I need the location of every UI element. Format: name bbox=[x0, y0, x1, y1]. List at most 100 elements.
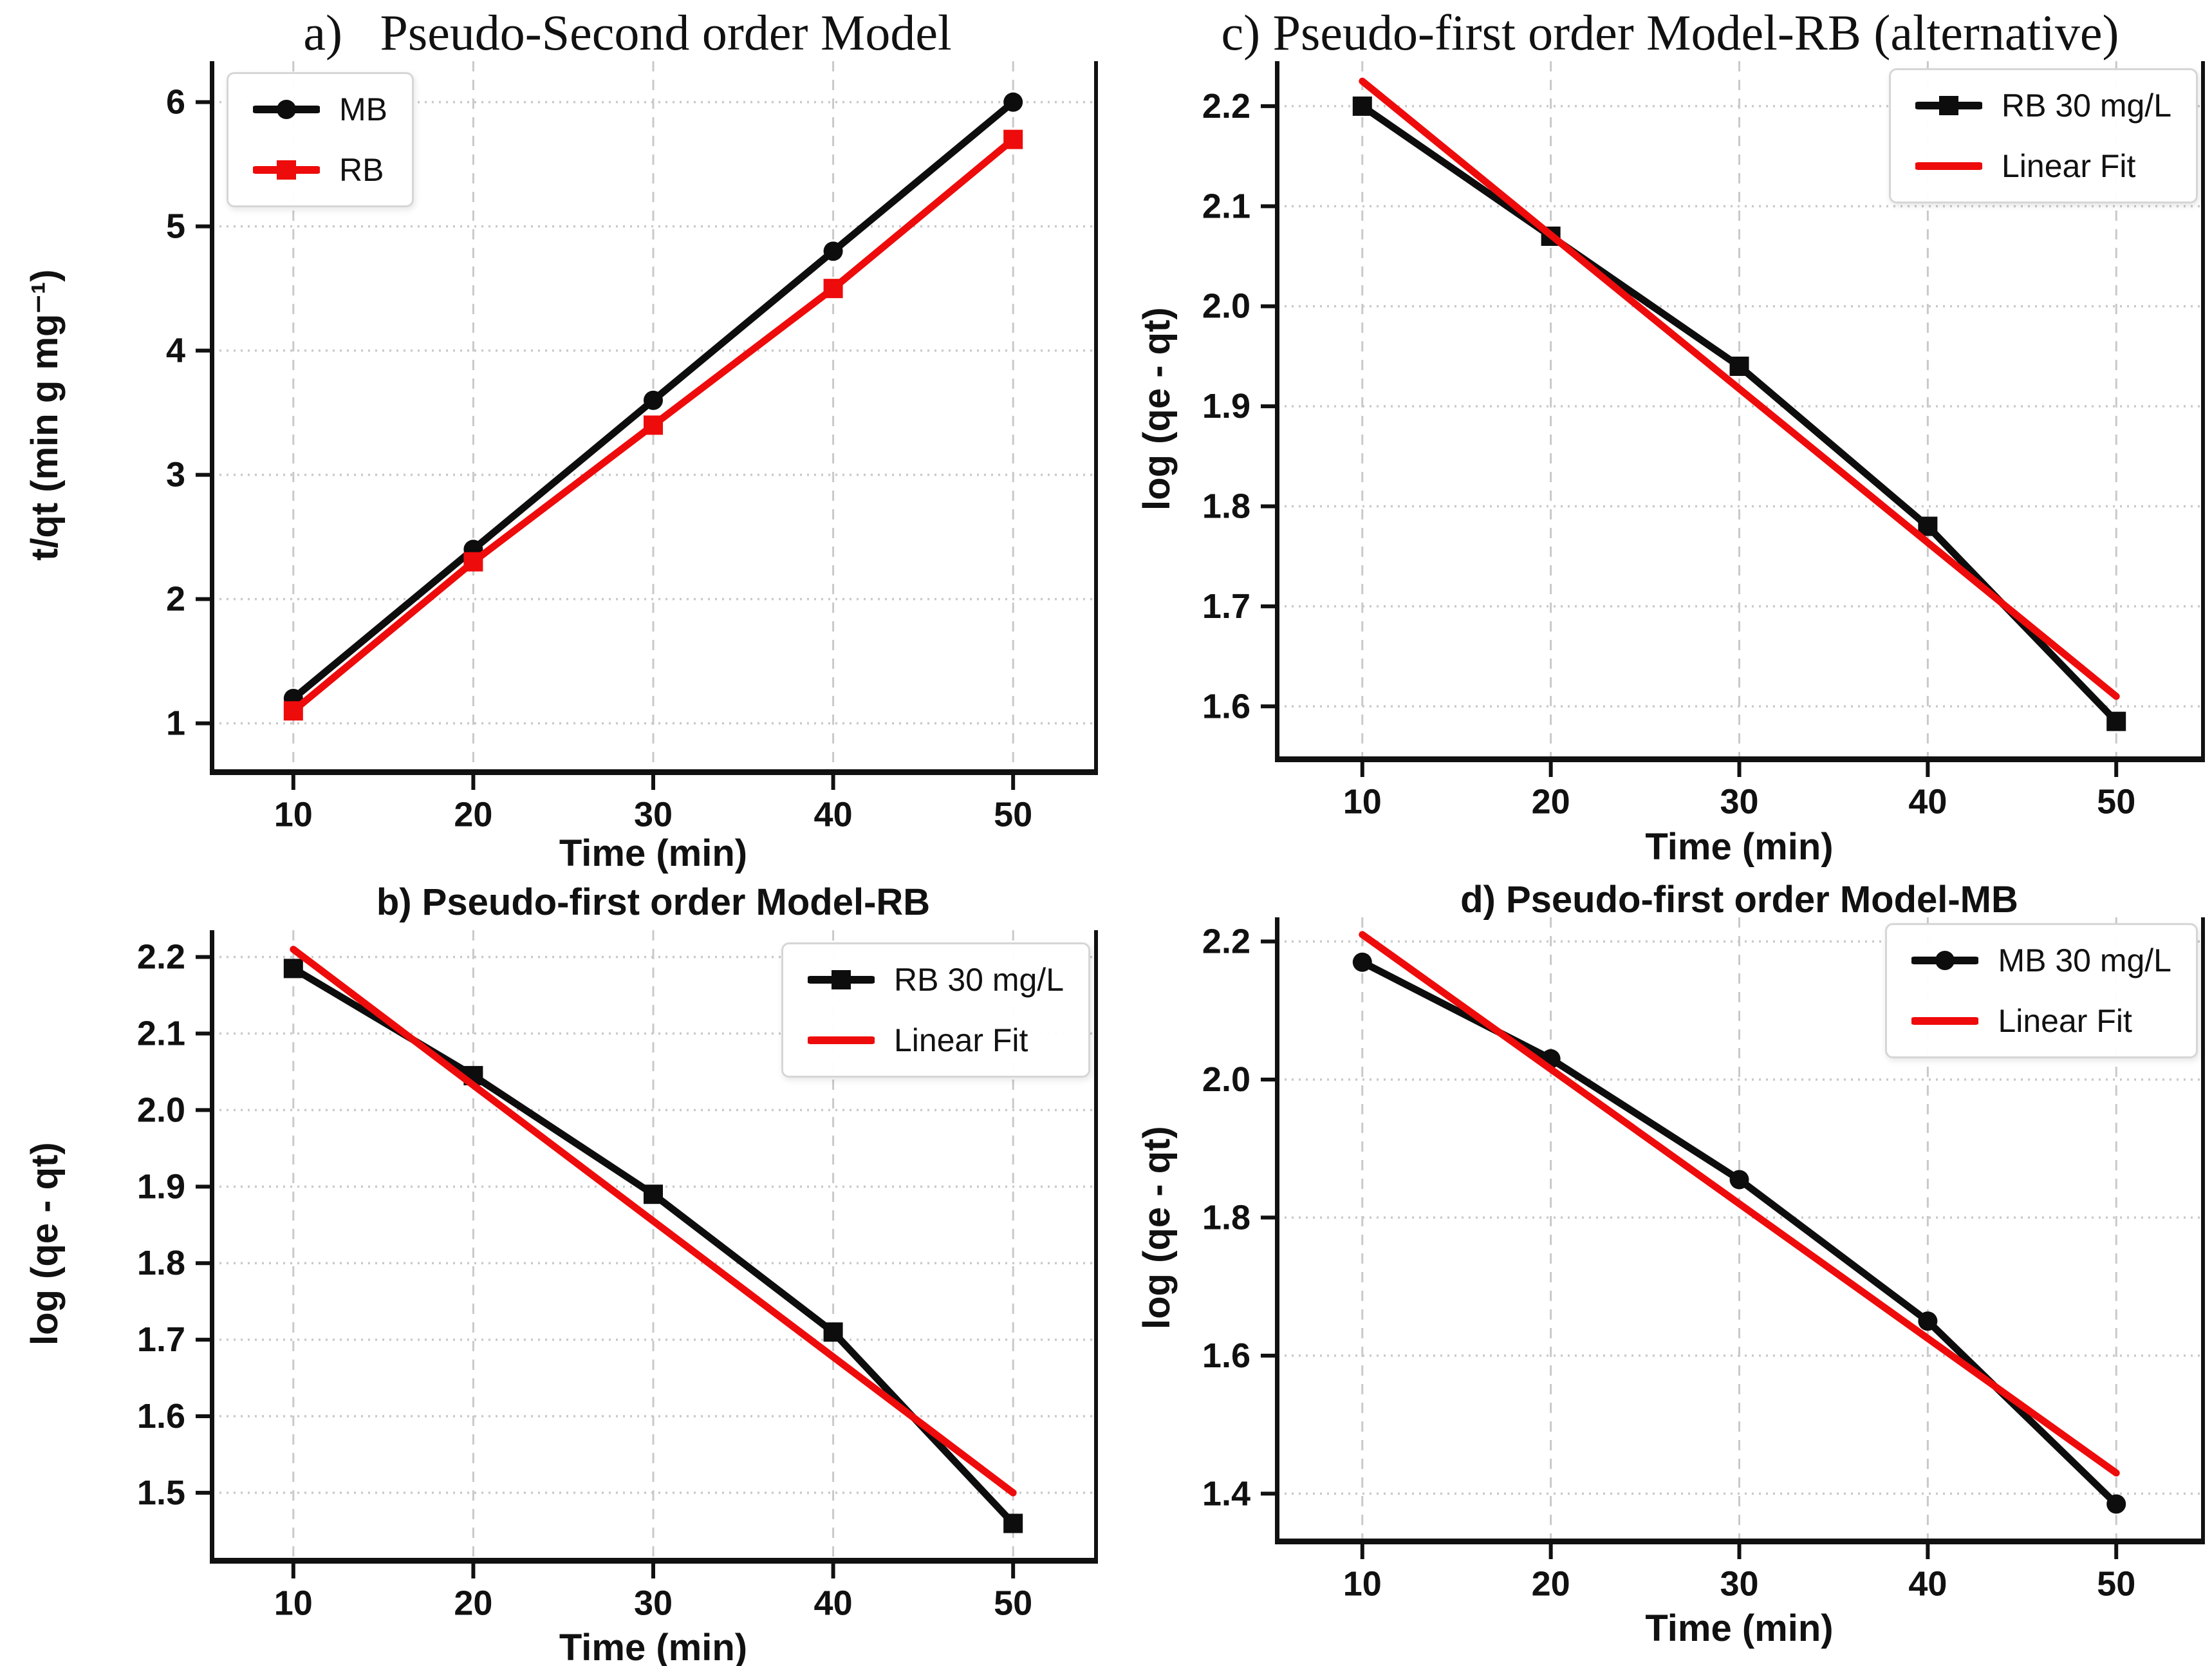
legend-line-icon bbox=[807, 1036, 875, 1044]
data-point-square bbox=[1003, 129, 1023, 149]
legend-line-circle-icon bbox=[253, 100, 320, 119]
data-point-square bbox=[463, 552, 483, 572]
data-point-circle bbox=[1003, 92, 1023, 112]
gridlines bbox=[212, 930, 1094, 1558]
panel-pseudo-first-order-rb: b) Pseudo-first order Model-RB log (qe -… bbox=[0, 856, 1126, 1666]
panel-d-title: d) Pseudo-first order Model-MB bbox=[1460, 879, 2018, 921]
x-tick-label: 50 bbox=[994, 795, 1032, 834]
y-tick-label: 1.6 bbox=[137, 1397, 185, 1436]
x-tick-label: 30 bbox=[634, 795, 673, 834]
y-tick-label: 1.8 bbox=[137, 1244, 185, 1282]
legend-line-square-icon bbox=[253, 160, 320, 180]
x-tick-label: 20 bbox=[1532, 782, 1570, 821]
right-spine bbox=[1094, 61, 1098, 775]
bottom-spine bbox=[210, 769, 1098, 775]
y-tick-label: 1.7 bbox=[1202, 587, 1250, 626]
panel-c-plot-area: 10 20 30 40 50 2.2 2.1 2.0 1.9 1.8 1.7 1.6 bbox=[1202, 61, 2205, 821]
axes: 10 20 30 40 50 2.2 2.1 2.0 1.9 1.8 1.7 1.6 1.5 bbox=[137, 930, 1098, 1622]
x-tick-label: 40 bbox=[814, 795, 853, 834]
legend-line-square-icon bbox=[1915, 96, 1982, 115]
data-point-square bbox=[1352, 96, 1372, 116]
x-tick-label: 40 bbox=[1908, 782, 1947, 821]
data-point-square bbox=[283, 959, 303, 978]
bottom-spine bbox=[1275, 1539, 2205, 1544]
data-point-circle bbox=[823, 241, 843, 261]
data-point-circle bbox=[644, 390, 663, 410]
legend-line-icon bbox=[1911, 1017, 1979, 1025]
y-tick-label: 1.6 bbox=[1202, 687, 1250, 725]
legend-entry: Linear Fit bbox=[807, 1022, 1064, 1059]
data-point-square bbox=[1729, 356, 1749, 376]
series-linear-fit bbox=[1359, 931, 2120, 1477]
x-tick-label: 10 bbox=[274, 1584, 313, 1622]
series-linear-fit bbox=[290, 946, 1017, 1497]
panel-b-x-axis-label: Time (min) bbox=[559, 1627, 748, 1666]
x-tick-label: 30 bbox=[634, 1584, 673, 1622]
data-point-square bbox=[644, 1184, 663, 1204]
panel-c-legend: RB 30 mg/L Linear Fit bbox=[1888, 68, 2198, 203]
x-tick-label: 20 bbox=[454, 1584, 492, 1622]
right-spine bbox=[1094, 930, 1098, 1564]
legend-entry: RB 30 mg/L bbox=[1915, 87, 2171, 124]
data-point-circle bbox=[2106, 1494, 2126, 1514]
right-spine bbox=[2201, 61, 2205, 762]
data-point-circle bbox=[1352, 952, 1372, 972]
left-spine bbox=[1275, 917, 1279, 1544]
panel-a-title: a) Pseudo-Second order Model bbox=[303, 5, 952, 61]
x-tick-label: 10 bbox=[1343, 1564, 1382, 1603]
series-rb bbox=[283, 129, 1023, 721]
series-line bbox=[290, 946, 1017, 1497]
panel-pseudo-first-order-mb: d) Pseudo-first order Model-MB log (qe -… bbox=[1126, 856, 2212, 1666]
x-tick-label: 50 bbox=[994, 1584, 1032, 1622]
x-tick-label: 40 bbox=[1908, 1564, 1947, 1603]
y-tick-label: 1.9 bbox=[1202, 387, 1250, 426]
panel-pseudo-first-order-rb-alternative: c) Pseudo-first order Model-RB (alternat… bbox=[1126, 0, 2212, 868]
y-tick-label: 1 bbox=[166, 704, 185, 743]
legend-label: MB bbox=[339, 91, 387, 127]
legend-label: RB 30 mg/L bbox=[2001, 88, 2171, 124]
legend-line-square-icon bbox=[807, 970, 875, 989]
panel-a-plot-area: 10 20 30 40 50 1 2 3 4 5 6 bbox=[166, 61, 1098, 834]
left-spine bbox=[1275, 61, 1279, 762]
axes: 10 20 30 40 50 2.2 2.0 1.8 1.6 1.4 bbox=[1202, 917, 2205, 1603]
panel-d-legend: MB 30 mg/L Linear Fit bbox=[1885, 923, 2198, 1058]
y-tick-label: 1.6 bbox=[1202, 1336, 1250, 1375]
panel-b-title: b) Pseudo-first order Model-RB bbox=[376, 881, 931, 923]
legend-label: Linear Fit bbox=[1998, 1003, 2132, 1039]
x-tick-label: 50 bbox=[2097, 782, 2135, 821]
right-spine bbox=[2201, 917, 2205, 1544]
x-tick-label: 30 bbox=[1720, 782, 1758, 821]
y-tick-label: 2.2 bbox=[1202, 87, 1250, 126]
y-tick-label: 4 bbox=[166, 332, 185, 370]
x-tick-label: 10 bbox=[1343, 782, 1382, 821]
y-tick-label: 2.1 bbox=[1202, 187, 1250, 225]
y-tick-label: 2.0 bbox=[1202, 1060, 1250, 1099]
series-linear-fit bbox=[1359, 77, 2120, 700]
y-tick-label: 3 bbox=[166, 456, 185, 494]
y-tick-label: 5 bbox=[166, 207, 185, 246]
x-tick-label: 10 bbox=[274, 795, 313, 834]
y-tick-label: 2.2 bbox=[137, 938, 185, 977]
panel-b-legend: RB 30 mg/L Linear Fit bbox=[781, 942, 1090, 1078]
y-tick-label: 1.7 bbox=[137, 1320, 185, 1359]
legend-line-icon bbox=[1915, 162, 1982, 170]
legend-label: Linear Fit bbox=[893, 1022, 1028, 1058]
legend-entry: MB bbox=[253, 91, 387, 128]
axes: 10 20 30 40 50 2.2 2.1 2.0 1.9 1.8 1.7 1.6 bbox=[1202, 61, 2205, 821]
y-tick-label: 1.9 bbox=[137, 1167, 185, 1206]
data-point-square bbox=[644, 415, 663, 435]
legend-label: Linear Fit bbox=[2001, 148, 2136, 184]
legend-label: RB bbox=[339, 152, 384, 188]
y-tick-label: 1.8 bbox=[1202, 487, 1250, 526]
panel-c-x-axis-label: Time (min) bbox=[1645, 826, 1834, 868]
bottom-spine bbox=[1275, 756, 2205, 762]
x-tick-label: 40 bbox=[814, 1584, 853, 1622]
series-line bbox=[1359, 77, 2120, 700]
y-tick-label: 1.5 bbox=[137, 1474, 185, 1512]
legend-entry: MB 30 mg/L bbox=[1911, 942, 2171, 979]
legend-label: MB 30 mg/L bbox=[1998, 942, 2171, 978]
legend-line-circle-icon bbox=[1911, 951, 1979, 970]
panel-a-x-axis-label: Time (min) bbox=[559, 832, 748, 874]
legend-entry: Linear Fit bbox=[1911, 1002, 2171, 1040]
x-tick-label: 50 bbox=[2097, 1564, 2135, 1603]
